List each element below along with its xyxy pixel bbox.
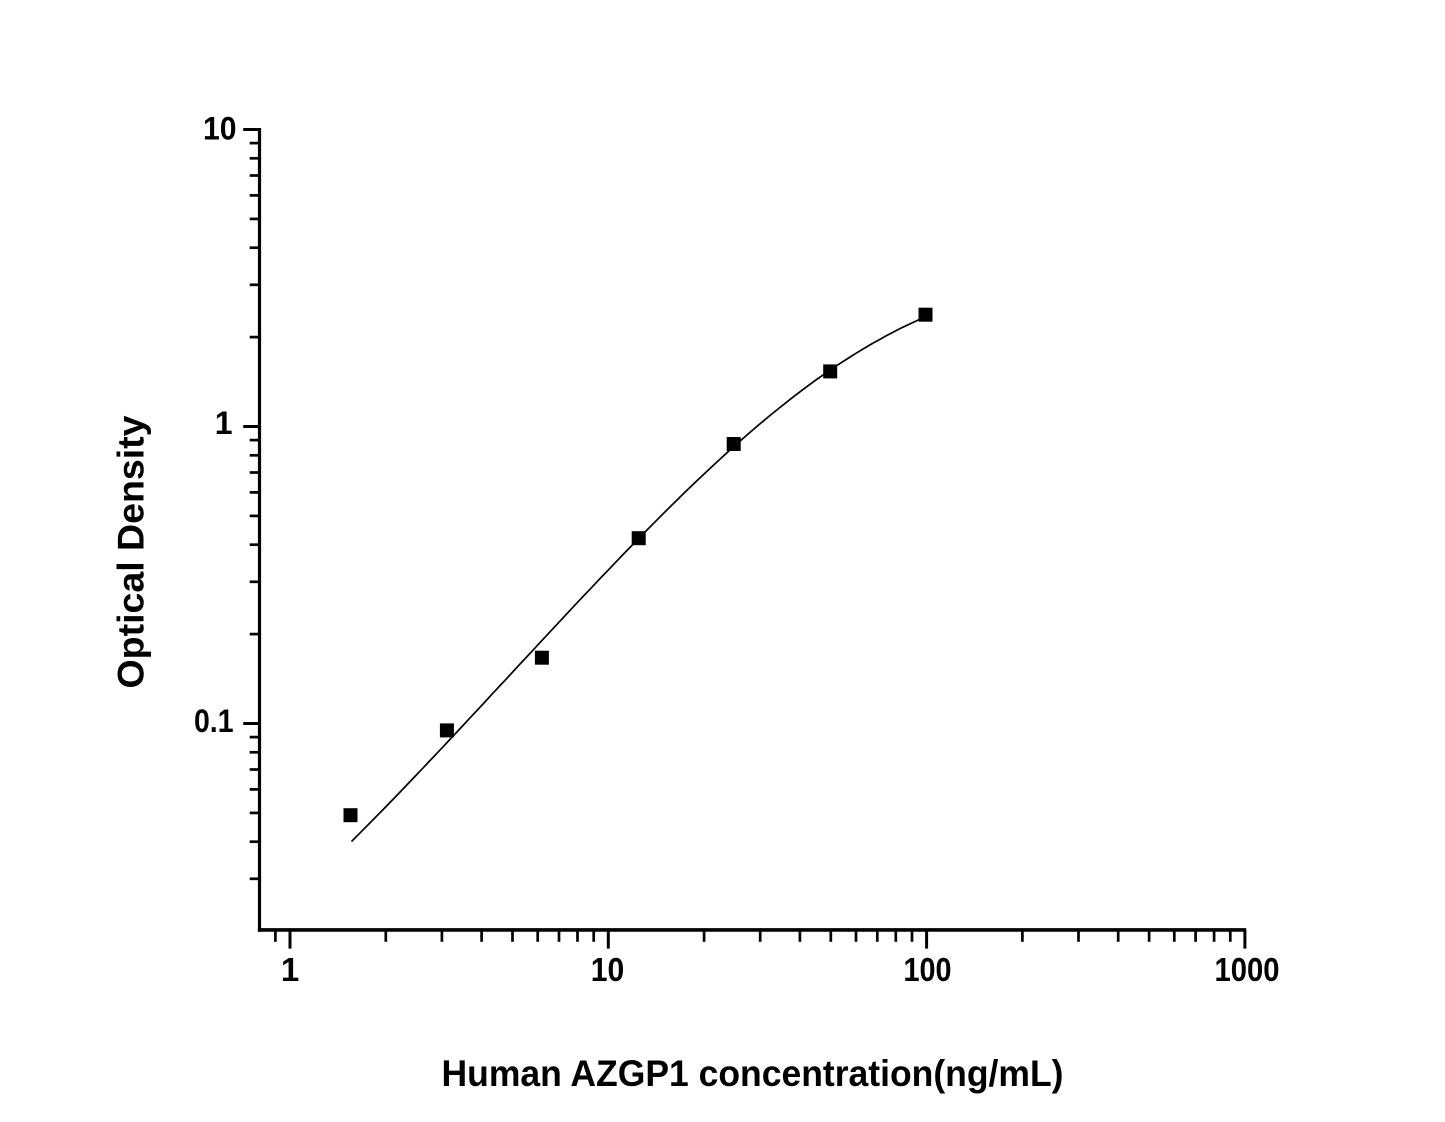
- svg-text:1000: 1000: [1215, 951, 1280, 988]
- svg-text:1: 1: [281, 951, 299, 988]
- svg-text:Human AZGP1 concentration(ng/m: Human AZGP1 concentration(ng/mL): [442, 1052, 1064, 1094]
- svg-text:10: 10: [203, 111, 237, 147]
- svg-text:1: 1: [215, 405, 233, 441]
- svg-text:10: 10: [591, 951, 625, 988]
- svg-text:Optical Density: Optical Density: [110, 415, 151, 688]
- svg-text:100: 100: [904, 951, 952, 988]
- svg-text:0.1: 0.1: [194, 703, 234, 739]
